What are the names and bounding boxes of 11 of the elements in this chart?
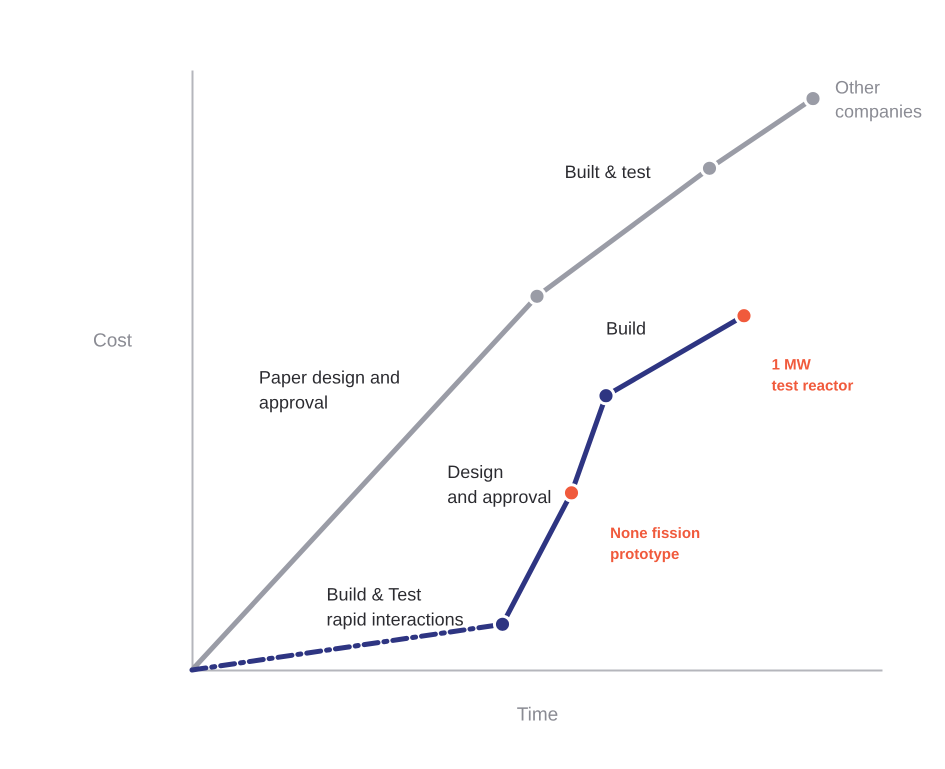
annotation: Build & Test rapid interactions — [326, 584, 464, 630]
point — [527, 286, 547, 306]
annotation: Paper design and approval — [258, 368, 400, 413]
y-axis-title: Cost — [92, 330, 133, 352]
annotation: None fission prototype — [610, 524, 700, 563]
x-axis-title: Time — [516, 704, 558, 726]
annotation: 1 MW test reactor — [772, 356, 854, 394]
series-label: Other companies — [835, 78, 922, 122]
annotation: Design and approval — [447, 462, 552, 507]
annotation: Build — [606, 318, 646, 338]
annotation: Built & test — [564, 162, 651, 182]
